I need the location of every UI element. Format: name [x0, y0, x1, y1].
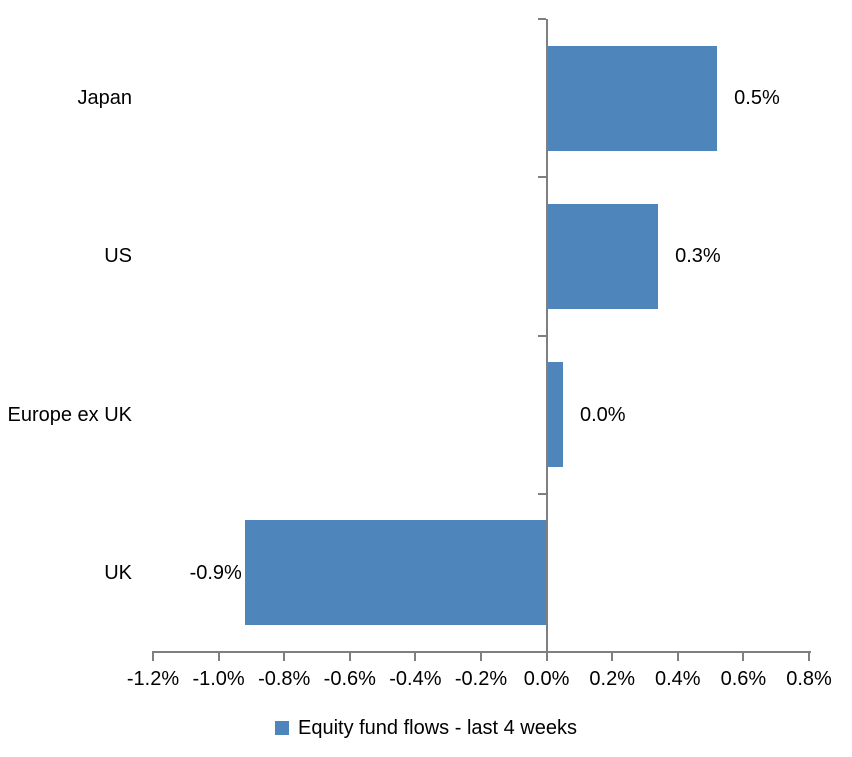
data-label: -0.9%: [189, 561, 242, 584]
y-axis-tick: [537, 18, 546, 20]
x-axis-tick: [480, 651, 482, 661]
x-axis-tick: [348, 651, 351, 661]
x-axis-tick-label: -0.8%: [258, 668, 311, 690]
y-axis-tick: [537, 334, 546, 337]
legend: Equity fund flows - last 4 weeks: [0, 714, 852, 742]
category-label: Europe ex UK: [7, 403, 132, 426]
category-label: US: [104, 245, 132, 268]
x-axis-tick-label: -1.0%: [192, 668, 245, 690]
legend-label: Equity fund flows - last 4 weeks: [297, 717, 577, 739]
x-axis-tick: [742, 651, 745, 661]
bar-europe-ex-uk: [546, 362, 563, 468]
x-axis-tick-label: 0.8%: [786, 668, 832, 690]
x-axis-tick: [545, 651, 548, 661]
bar-us: [546, 203, 659, 309]
x-axis-tick: [152, 651, 154, 661]
x-axis-tick: [611, 651, 614, 661]
y-axis-line: [545, 19, 548, 661]
x-axis-tick: [676, 651, 679, 661]
data-label: 0.3%: [675, 245, 721, 268]
x-axis-tick: [414, 651, 417, 661]
data-label: 0.5%: [734, 87, 780, 110]
legend-swatch-icon: [274, 721, 289, 735]
category-label: UK: [104, 561, 132, 584]
bar-uk: [244, 520, 547, 626]
x-axis-tick-label: 0.2%: [589, 668, 635, 690]
x-axis-tick: [808, 651, 810, 661]
x-axis-tick-label: -0.2%: [454, 668, 508, 690]
x-axis-tick-label: 0.6%: [720, 668, 767, 690]
x-axis-line: [153, 651, 811, 653]
x-axis-tick: [283, 651, 286, 661]
x-axis-tick-label: 0.0%: [523, 668, 570, 690]
x-axis-tick-label: -1.2%: [126, 668, 180, 690]
x-axis-tick-label: 0.4%: [655, 668, 701, 690]
data-label: 0.0%: [580, 403, 626, 426]
x-axis-tick-label: -0.4%: [389, 668, 442, 690]
y-axis-tick: [537, 176, 546, 179]
category-label: Japan: [77, 87, 133, 110]
x-axis-tick: [217, 651, 220, 661]
y-axis-tick: [537, 492, 546, 495]
x-axis-tick-label: -0.6%: [323, 668, 376, 690]
bar-japan: [546, 45, 718, 151]
